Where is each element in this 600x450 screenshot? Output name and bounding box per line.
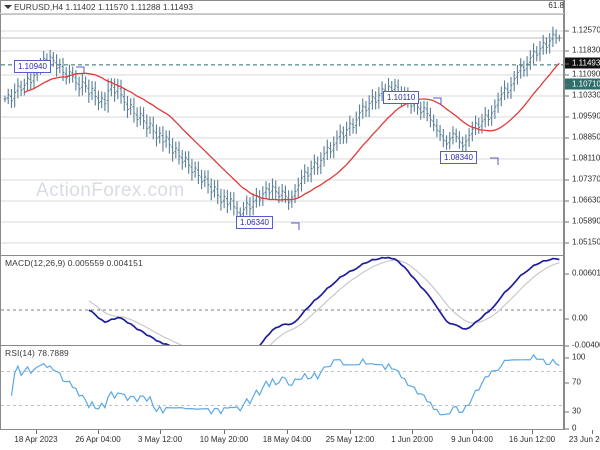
price-axis[interactable]: 1.12570 1.11830 1.11493 1.11090 1.10710 1.103… [564,0,600,255]
time-axis-label: 18 May 04:00 [262,435,312,444]
moving-average-line [24,62,560,201]
axis-tick-label: -0.004003 [565,341,600,350]
time-axis-label: 3 May 12:00 [137,435,183,444]
time-axis-label: 25 May 12:00 [325,435,375,444]
axis-tick-label: 1.11090 [565,70,600,79]
axis-tick-label: 1.07370 [565,175,600,184]
axis-tick-label: 1.10710 [565,78,600,90]
axis-tick-label: 0 [565,424,576,433]
time-axis-label: 23 Jun 20:00 [568,435,600,444]
axis-tick-mark [412,430,413,434]
axis-tick-mark [36,430,37,434]
axis-tick-mark [160,430,161,434]
macd-plot-area [1,256,563,345]
watermark: ActionForex.com [36,180,185,201]
axis-tick-label: 1.11830 [565,46,600,55]
axis-tick-label: 70 [565,378,581,387]
macd-axis[interactable]: 0.006014 0.00 -0.004003 [564,255,600,350]
rsi-label: RSI(14) 78.7889 [5,348,69,358]
annotation-connector [76,66,85,74]
axis-tick-label: 1.05890 [565,217,600,226]
rsi-plot-area [1,346,563,429]
swing-high-tag: 1.10940 [14,60,51,73]
time-axis-label: 18 Apr 2023 [14,435,58,444]
macd-signal-line [88,259,560,345]
fib-level-badge: 61.8 [548,1,564,10]
axis-tick-label: 30 [565,407,581,416]
time-axis-label: 9 Jun 04:00 [451,435,493,444]
axis-tick-label: 0.006014 [565,269,600,278]
rsi-panel[interactable]: RSI(14) 78.7889 [0,345,564,430]
time-axis-label: 16 Jun 12:00 [508,435,556,444]
symbol-quote-text: EURUSD,H4 1.11402 1.11570 1.11288 1.1149… [14,2,193,12]
annotation-connector [490,157,499,165]
chevron-down-icon[interactable] [4,5,12,9]
axis-tick-mark [350,430,351,434]
time-axis[interactable]: 18 Apr 2023 26 Apr 04:00 3 May 12:00 10 May… [0,430,600,450]
rsi-axis[interactable]: 100 70 30 0 [564,345,600,433]
macd-panel[interactable]: MACD(12,26,9) 0.005559 0.004151 [0,255,564,345]
axis-tick-label: 1.11493 [565,57,600,69]
swing-low-tag: 1.08340 [440,151,477,164]
rsi-line [10,353,560,416]
symbol-header-bar: EURUSD,H4 1.11402 1.11570 1.11288 1.1149… [0,0,564,14]
annotation-connector [433,97,442,105]
axis-tick-label: 1.08850 [565,133,600,142]
macd-label: MACD(12,26,9) 0.005559 0.004151 [5,258,143,268]
price-plot-area [1,1,563,255]
annotation-connector [291,222,300,230]
time-axis-label: 26 Apr 04:00 [75,435,121,444]
price-series-svg [1,13,563,244]
axis-tick-label: 1.08110 [565,154,600,163]
axis-tick-label: 1.06630 [565,196,600,205]
axis-tick-mark [592,430,593,434]
axis-tick-mark [224,430,225,434]
ohlc-bars [3,26,561,221]
axis-tick-label: 0.00 [565,314,588,323]
time-axis-label: 10 May 20:00 [199,435,249,444]
rsi-series-svg [1,353,563,416]
axis-tick-mark [287,430,288,434]
axis-tick-label: 100 [565,353,585,362]
axis-tick-label: 1.05150 [565,238,600,247]
axis-tick-label: 1.12570 [565,26,600,35]
axis-tick-mark [532,430,533,434]
axis-tick-mark [98,430,99,434]
time-axis-label: 1 Jun 20:00 [391,435,433,444]
axis-tick-label: 1.09590 [565,112,600,121]
macd-main-line [88,256,560,345]
price-panel[interactable] [0,0,564,255]
axis-tick-label: 1.10330 [565,91,600,100]
axis-tick-mark [472,430,473,434]
swing-low-tag: 1.06340 [236,216,273,229]
swing-high-tag: 1.10110 [383,91,420,104]
macd-series-svg [1,256,563,345]
